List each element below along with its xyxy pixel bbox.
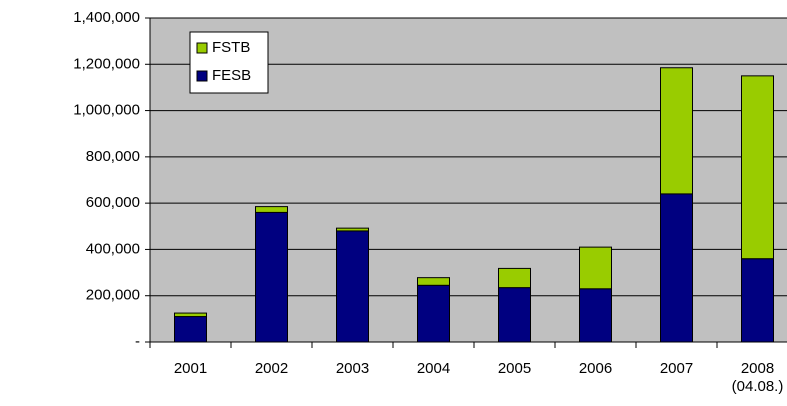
bar-segment (498, 287, 531, 343)
x-tick-label: 2005 (497, 360, 532, 377)
bar-segment (336, 227, 369, 232)
bar-segment (741, 75, 774, 260)
bar-segment (174, 312, 207, 318)
legend-swatch (196, 70, 208, 82)
bar-segment (579, 246, 612, 290)
legend-label: FESB (212, 67, 251, 84)
x-tick-label: 2007 (659, 360, 694, 377)
y-tick-label: 400,000 (86, 240, 140, 257)
bar-segment (660, 193, 693, 343)
bar-segment (417, 284, 450, 343)
y-tick-label: 200,000 (86, 287, 140, 304)
y-tick-label: 600,000 (86, 194, 140, 211)
bar-segment (498, 267, 531, 289)
x-tick-label: 2001 (173, 360, 208, 377)
bar-segment (579, 288, 612, 343)
bar-segment (255, 206, 288, 213)
y-tick-label: 1,400,000 (73, 9, 140, 26)
y-tick-label: 800,000 (86, 148, 140, 165)
bar-segment (741, 258, 774, 343)
y-tick-label: 1,000,000 (73, 102, 140, 119)
bar-segment (660, 67, 693, 195)
x-tick-label: 2003 (335, 360, 370, 377)
y-tick-label: - (135, 333, 140, 350)
bar-segment (336, 230, 369, 343)
bar-segment (255, 211, 288, 343)
x-tick-label: 2006 (578, 360, 613, 377)
bar-segment (417, 277, 450, 286)
x-tick-label: 2004 (416, 360, 451, 377)
x-tick-label: 2002 (254, 360, 289, 377)
y-tick-label: 1,200,000 (73, 55, 140, 72)
legend-label: FSTB (212, 39, 250, 56)
legend-swatch (196, 42, 208, 54)
x-tick-label: 2008 (04.08.) (731, 360, 784, 395)
bar-segment (174, 316, 207, 343)
legend-box (189, 31, 269, 94)
